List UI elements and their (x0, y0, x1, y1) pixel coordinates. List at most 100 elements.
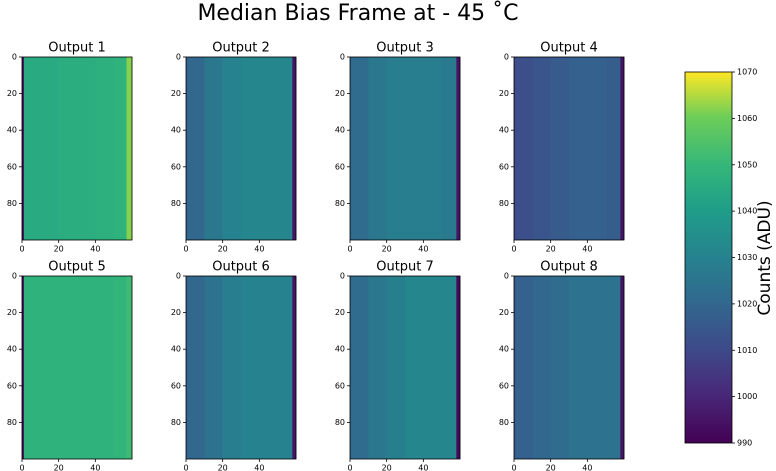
heatmap-cell (40, 276, 59, 459)
x-tick-label: 40 (418, 245, 428, 254)
heatmap-cell (187, 57, 205, 240)
y-tick-label: 60 (499, 162, 509, 171)
heatmap-cell (350, 57, 353, 240)
y-tick-label: 60 (7, 381, 17, 390)
x-tick-label: 0 (19, 245, 24, 254)
y-tick-label: 0 (340, 53, 345, 62)
heatmap-cell (277, 276, 293, 459)
heatmap-cell (605, 57, 621, 240)
heatmap-cell (23, 57, 41, 240)
x-tick-label: 0 (183, 464, 188, 471)
heatmap-cell (277, 57, 293, 240)
y-tick-label: 20 (335, 89, 345, 98)
colorbar-tick-label: 1010 (737, 346, 757, 355)
x-tick-label: 0 (183, 245, 188, 254)
heatmap-cell (259, 276, 278, 459)
heatmap-cell (620, 57, 625, 240)
heatmap-cell (605, 276, 621, 459)
heatmap-cell (368, 57, 387, 240)
axes-frame (349, 56, 461, 241)
x-tick-label: 40 (254, 245, 264, 254)
x-tick-label: 40 (582, 464, 592, 471)
x-tick-label: 40 (254, 464, 264, 471)
heatmap-cell (515, 276, 533, 459)
colorbar-tick-label: 1070 (737, 68, 757, 77)
heatmap-cell (126, 57, 133, 240)
heatmap-cell (423, 57, 442, 240)
x-tick-label: 20 (382, 245, 392, 254)
heatmap-cell (441, 276, 457, 459)
y-tick-label: 40 (335, 126, 345, 135)
colorbar-tick-label: 1060 (737, 114, 757, 123)
panel-title: Output 8 (540, 260, 598, 275)
y-tick-label: 0 (12, 53, 17, 62)
colorbar-tick-label: 1040 (737, 207, 757, 216)
y-tick-label: 40 (335, 345, 345, 354)
heatmap-cell (77, 57, 96, 240)
y-tick-label: 20 (335, 308, 345, 317)
colorbar (684, 71, 733, 444)
heatmap-cell (292, 57, 297, 240)
y-tick-label: 0 (176, 272, 181, 281)
heatmap-cell (514, 276, 517, 459)
heatmap-cell (405, 276, 424, 459)
heatmap-cell (241, 57, 260, 240)
heatmap-cell (456, 276, 461, 459)
y-tick-label: 80 (499, 199, 509, 208)
heatmap-cell (351, 276, 369, 459)
heatmap-cell (587, 57, 606, 240)
panel-title: Output 6 (212, 260, 270, 275)
y-tick-label: 40 (7, 345, 17, 354)
heatmap-cell (620, 276, 625, 459)
panel-title: Output 4 (540, 41, 598, 56)
heatmap-cell (204, 276, 223, 459)
heatmap-cell (386, 276, 406, 459)
heatmap-cell (423, 276, 442, 459)
heatmap-cell (350, 276, 353, 459)
x-tick-label: 0 (19, 464, 24, 471)
heatmap-cell (222, 57, 242, 240)
colorbar-tick-label: 1030 (737, 253, 757, 262)
heatmap-cell (187, 276, 205, 459)
heatmap-cell (514, 57, 517, 240)
y-tick-label: 40 (171, 345, 181, 354)
heatmap-cell (22, 57, 25, 240)
heatmap-cell (23, 276, 41, 459)
y-tick-label: 60 (7, 162, 17, 171)
heatmap-cell (456, 57, 461, 240)
heatmap-cell (532, 57, 551, 240)
y-tick-label: 40 (171, 126, 181, 135)
heatmap-cell (58, 276, 78, 459)
y-tick-label: 80 (171, 418, 181, 427)
heatmap-cell (405, 57, 424, 240)
heatmap-cell (22, 276, 25, 459)
x-tick-label: 20 (546, 464, 556, 471)
axes-frame (21, 275, 133, 460)
axes-frame (185, 56, 297, 241)
x-tick-label: 20 (218, 245, 228, 254)
y-tick-label: 80 (7, 199, 17, 208)
x-tick-label: 0 (347, 245, 352, 254)
heatmap-cell (126, 276, 133, 459)
x-tick-label: 20 (54, 464, 64, 471)
y-tick-label: 0 (504, 272, 509, 281)
y-tick-label: 80 (335, 418, 345, 427)
heatmap-cell (77, 276, 96, 459)
x-tick-label: 40 (90, 245, 100, 254)
y-tick-label: 60 (335, 381, 345, 390)
axes-frame (513, 275, 625, 460)
colorbar-tick-label: 990 (737, 439, 752, 448)
heatmap-cell (58, 57, 78, 240)
heatmap-cell (532, 276, 551, 459)
x-tick-label: 20 (54, 245, 64, 254)
y-tick-label: 40 (499, 126, 509, 135)
axes-frame (21, 56, 133, 241)
y-tick-label: 20 (171, 89, 181, 98)
heatmap-cell (386, 57, 406, 240)
x-tick-label: 0 (511, 464, 516, 471)
heatmap-cell (292, 276, 297, 459)
y-tick-label: 80 (499, 418, 509, 427)
y-tick-label: 60 (335, 162, 345, 171)
y-tick-label: 60 (171, 381, 181, 390)
